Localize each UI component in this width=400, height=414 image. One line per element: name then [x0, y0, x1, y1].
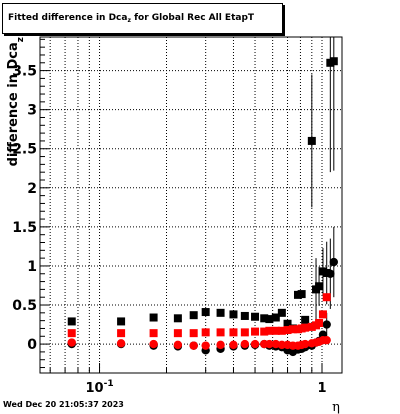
data-point-square: [265, 315, 274, 324]
data-point-square: [307, 136, 316, 145]
data-point-square: [307, 322, 316, 331]
data-point-square: [301, 323, 310, 332]
timestamp-footer: Wed Dec 20 21:05:37 2023: [3, 400, 124, 409]
data-point-circle: [265, 339, 274, 349]
chart-title-prefix: Fitted difference in Dca: [8, 13, 128, 23]
grid-lines: [40, 37, 342, 373]
chart-title-suffix: for Global Rec All EtapT: [130, 13, 255, 23]
data-point-square: [265, 326, 274, 335]
data-point-circle: [322, 335, 331, 345]
data-point-square: [189, 329, 198, 338]
data-point-square: [201, 328, 210, 337]
data-point-square: [173, 329, 182, 338]
data-point-circle: [189, 341, 198, 350]
data-point-square: [251, 312, 260, 321]
data-point-square: [318, 310, 327, 319]
y-tick-label: 2.5: [12, 142, 37, 158]
data-point-square: [271, 313, 280, 322]
x-tick-label: 1: [317, 381, 326, 396]
data-point-square: [117, 329, 126, 338]
data-point-square: [315, 318, 324, 327]
data-point-square: [301, 315, 310, 324]
data-point-circle: [329, 257, 339, 267]
y-tick-label: 1: [27, 259, 37, 275]
data-point-square: [67, 329, 76, 338]
data-point-square: [240, 328, 249, 337]
data-point-circle: [149, 339, 158, 349]
y-tick-label: 3: [27, 103, 37, 119]
y-tick-label: 2: [27, 181, 37, 197]
y-tick-label: 3.5: [12, 64, 37, 80]
data-point-circle: [229, 340, 238, 350]
data-point-square: [271, 326, 280, 335]
y-tick-label: 1.5: [12, 220, 37, 236]
x-tick-label: 10-1: [85, 379, 113, 396]
axes: 10-1 1 0 0.5 1 1.5 2 2.5 3 3.5: [12, 38, 327, 396]
data-point-square: [251, 327, 260, 336]
data-point-circle: [216, 340, 225, 350]
data-point-circle: [300, 339, 310, 349]
data-point-circle: [173, 340, 183, 350]
data-point-square: [67, 317, 76, 326]
data-point-circle: [201, 341, 210, 350]
data-point-square: [189, 311, 198, 320]
data-point-square: [149, 313, 158, 322]
chart-title: Fitted difference in Dcaz for Global Rec…: [8, 13, 254, 24]
y-axis-label: difference in Dcaz: [6, 37, 26, 166]
data-point-square: [315, 282, 324, 291]
data-point-square: [216, 328, 225, 337]
data-point-square: [229, 328, 238, 337]
data-point-square: [277, 326, 286, 335]
data-point-circle: [116, 339, 126, 348]
plot-frame: [39, 36, 343, 374]
series-0: [67, 37, 338, 333]
data-point-square: [240, 311, 249, 320]
y-tick-label: 0.5: [12, 298, 37, 314]
data-point-square: [260, 314, 269, 323]
chart-title-subscript: z: [127, 17, 131, 24]
data-point-circle: [67, 338, 76, 347]
data-point-square: [283, 326, 292, 335]
data-point-square: [329, 57, 338, 66]
data-point-square: [322, 293, 331, 302]
series-3: [67, 335, 331, 350]
x-axis-label: η: [332, 400, 340, 414]
data-point-square: [297, 290, 306, 299]
data-point-square: [277, 308, 286, 317]
data-point-circle: [326, 269, 335, 278]
data-point-square: [283, 319, 292, 328]
series-2: [67, 293, 331, 338]
data-point-square: [288, 325, 297, 334]
data-point-square: [201, 308, 210, 317]
data-point-circle: [250, 339, 260, 349]
data-point-square: [117, 317, 126, 326]
data-point-square: [260, 327, 269, 336]
data-point-circle: [240, 339, 250, 349]
data-point-square: [173, 314, 182, 323]
data-point-square: [216, 308, 225, 317]
data-point-circle: [322, 320, 331, 329]
chart-title-box: Fitted difference in Dcaz for Global Rec…: [2, 3, 283, 34]
data-point-square: [149, 329, 158, 338]
y-tick-label: 0: [27, 337, 37, 353]
data-point-square: [229, 310, 238, 319]
data-markers: [67, 37, 339, 357]
